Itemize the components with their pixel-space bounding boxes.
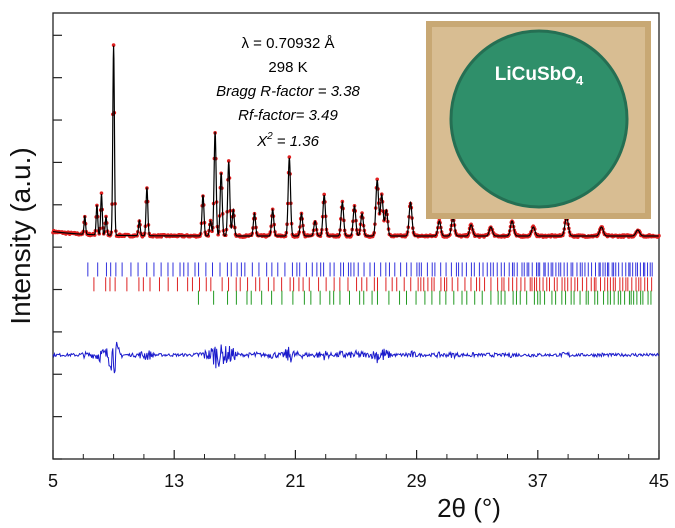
- x-axis-title: 2θ (°): [437, 493, 501, 523]
- observed-point: [287, 155, 292, 159]
- x-tick-label: 29: [407, 471, 427, 491]
- annotation-temperature: 298 K: [268, 59, 307, 76]
- chi2-superscript: 2: [266, 131, 273, 142]
- chi2-value: = 1.36: [273, 133, 320, 150]
- observed-point: [657, 233, 661, 238]
- annotation-chi2: X2 = 1.36: [256, 131, 320, 150]
- observed-point: [375, 177, 380, 182]
- sample-disk-shade: [449, 29, 629, 209]
- inset-vignette: [426, 21, 651, 219]
- inset-label-main: LiCuSbO: [495, 64, 576, 85]
- x-tick-label: 21: [285, 471, 305, 491]
- series-layer: [51, 43, 661, 374]
- observed-point: [99, 191, 104, 195]
- y-axis-title: Intensity (a.u.): [5, 147, 36, 324]
- x-tick-label: 45: [649, 471, 669, 491]
- observed-point: [226, 159, 231, 163]
- inset-label: LiCuSbO4: [495, 64, 584, 88]
- annotation-bragg-r: Bragg R-factor = 3.38: [216, 83, 360, 100]
- x-tick-label: 37: [528, 471, 548, 491]
- inset-label-subscript: 4: [576, 73, 584, 88]
- observed-point: [322, 192, 326, 197]
- sample-photo-inset: LiCuSbO4: [426, 21, 651, 219]
- x-tick-label: 13: [164, 471, 184, 491]
- calculated-line: [52, 45, 659, 237]
- annotation-wavelength: λ = 0.70932 Å: [242, 35, 335, 52]
- annotation-rf: Rf-factor= 3.49: [238, 107, 338, 124]
- bragg-ticks: [87, 262, 653, 305]
- sample-disk: [451, 31, 627, 207]
- y-axis-ticks: [53, 34, 62, 460]
- x-tick-label: 5: [48, 471, 58, 491]
- observed-point: [111, 43, 116, 47]
- refinement-annotations: λ = 0.70932 Å 298 K Bragg R-factor = 3.3…: [216, 35, 360, 150]
- x-axis-ticks: 5 13 21 29 37 45: [48, 450, 669, 491]
- difference-line: [52, 341, 660, 374]
- chi2-symbol: X: [256, 133, 268, 150]
